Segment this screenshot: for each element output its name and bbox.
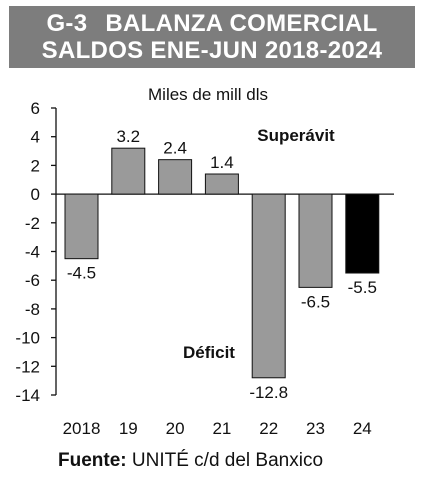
y-tick-label: -10 — [15, 329, 40, 348]
y-tick-label: 0 — [31, 185, 40, 204]
value-label: 3.2 — [116, 127, 140, 146]
x-tick-label: 21 — [212, 419, 231, 438]
x-tick-label: 2018 — [63, 419, 101, 438]
unit-label: Miles de mill dls — [148, 85, 268, 104]
x-tick-label: 19 — [119, 419, 138, 438]
bar-19 — [111, 147, 146, 195]
source-label: Fuente: — [58, 450, 127, 471]
y-tick-label: -12 — [15, 357, 40, 376]
y-tick-label: 2 — [31, 156, 40, 175]
y-tick-label: -14 — [15, 386, 40, 405]
value-label: 2.4 — [163, 139, 187, 158]
value-label: 1.4 — [210, 153, 234, 172]
bar-chart: Miles de mill dls Superávit Déficit 6420… — [15, 85, 394, 438]
source-text: UNITÉ c/d del Banxico — [131, 450, 324, 471]
chart-code: G-3 — [46, 10, 88, 37]
y-axis: 6 4 2 0 -2 -4 -6 -8 -10 -12 -14 — [15, 99, 394, 405]
chart-header: G-3 BALANZA COMERCIAL SALDOS ENE-JUN 2018… — [9, 6, 415, 68]
y-tick-label: -8 — [25, 300, 40, 319]
annotation-superavit: Superávit — [257, 126, 335, 145]
annotation-deficit: Déficit — [183, 343, 235, 362]
value-label: -4.5 — [67, 264, 96, 283]
value-label: -12.8 — [249, 383, 288, 402]
x-tick-label: 24 — [353, 419, 372, 438]
bar-23 — [298, 193, 333, 288]
x-tick-label: 23 — [306, 419, 325, 438]
bar-22 — [251, 193, 286, 379]
bar-20 — [158, 159, 193, 195]
y-tick-label: -6 — [25, 271, 40, 290]
chart-title: G-3 BALANZA COMERCIAL — [9, 10, 415, 38]
x-tick-label: 22 — [259, 419, 278, 438]
bar-24 — [345, 193, 380, 274]
x-axis-ticks: 2018 19 20 21 22 23 24 — [63, 419, 372, 438]
y-tick-label: -4 — [25, 243, 40, 262]
source-note: Fuente: UNITÉ c/d del Banxico — [58, 450, 323, 472]
y-tick-label: -2 — [25, 214, 40, 233]
bars — [64, 147, 380, 379]
y-tick-label: 4 — [31, 128, 40, 147]
chart-title-text: BALANZA COMERCIAL — [105, 10, 378, 37]
bar-21 — [204, 173, 239, 195]
chart-subtitle: SALDOS ENE-JUN 2018-2024 — [41, 37, 383, 64]
bar-2018 — [64, 193, 99, 260]
x-tick-label: 20 — [166, 419, 185, 438]
value-label: -6.5 — [301, 292, 330, 311]
value-label: -5.5 — [348, 278, 377, 297]
value-labels: -4.5 3.2 2.4 1.4 -12.8 -6.5 -5.5 — [67, 127, 377, 402]
y-tick-label: 6 — [31, 99, 40, 118]
